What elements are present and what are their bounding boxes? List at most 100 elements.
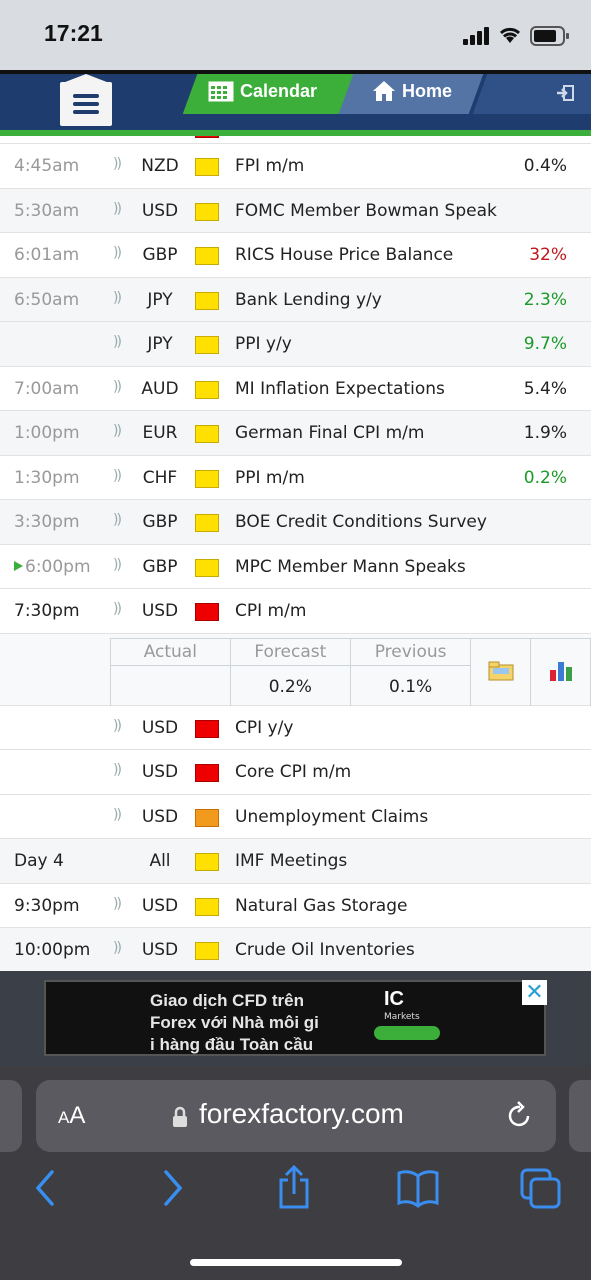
table-row[interactable]: 5:30am)) USD FOMC Member Bowman Speaks — [0, 188, 591, 233]
sound-alert-icon[interactable]: )) — [113, 895, 122, 912]
detail-actual-value — [110, 664, 231, 709]
login-icon[interactable] — [556, 84, 574, 102]
detail-chart-button[interactable] — [530, 637, 591, 709]
impact-icon[interactable] — [195, 469, 219, 488]
table-row[interactable]: 1:30pm)) CHF PPI m/m 0.2% — [0, 455, 591, 500]
table-row[interactable]: 7:30pm)) USD CPI m/m — [0, 589, 591, 634]
event-actual: 9.7% — [523, 334, 567, 354]
event-name[interactable]: Bank Lending y/y — [235, 289, 382, 310]
main-menu-button[interactable] — [60, 74, 112, 126]
sound-alert-icon[interactable]: )) — [113, 556, 122, 573]
sound-alert-icon[interactable]: )) — [113, 467, 122, 484]
event-name[interactable]: BOE Credit Conditions Survey — [235, 512, 487, 532]
event-detail-panel: Actual Forecast Previous — [0, 633, 591, 709]
table-row[interactable]: 4:45am)) NZD FPI m/m 0.4% — [0, 144, 591, 189]
event-time: 1:00pm — [14, 423, 80, 443]
table-row[interactable]: 10:00pm)) USD Crude Oil Inventories — [0, 928, 591, 971]
event-name[interactable]: IMF Meetings — [235, 851, 348, 871]
tab-calendar[interactable]: Calendar — [208, 80, 317, 102]
sound-alert-icon[interactable]: )) — [113, 423, 122, 439]
impact-icon[interactable] — [195, 425, 219, 443]
impact-icon[interactable] — [195, 603, 219, 621]
event-name[interactable]: PPI m/m — [235, 467, 305, 488]
event-actual: 5.4% — [523, 378, 567, 399]
impact-icon[interactable] — [195, 808, 219, 827]
impact-icon[interactable] — [195, 336, 219, 354]
event-currency: USD — [141, 601, 179, 621]
event-name[interactable]: CPI m/m — [235, 601, 307, 621]
sound-alert-icon[interactable]: )) — [113, 334, 122, 350]
table-row[interactable]: )) USD Unemployment Claims — [0, 794, 591, 839]
sound-alert-icon[interactable]: )) — [113, 289, 122, 306]
prev-tab-preview[interactable] — [0, 1080, 22, 1152]
impact-icon[interactable] — [195, 853, 219, 871]
impact-icon[interactable] — [195, 247, 219, 265]
tab-home[interactable]: Home — [372, 80, 452, 102]
sound-alert-icon[interactable]: )) — [113, 156, 122, 172]
sound-alert-icon[interactable]: )) — [113, 601, 122, 617]
event-name[interactable]: RICS House Price Balance — [235, 245, 454, 265]
sound-alert-icon[interactable]: )) — [113, 378, 122, 395]
cellular-signal-icon — [463, 27, 489, 45]
impact-icon[interactable] — [195, 380, 219, 399]
table-row[interactable]: )) JPY PPI y/y 9.7% — [0, 322, 591, 367]
impact-icon[interactable] — [195, 202, 219, 221]
status-time: 17:21 — [44, 20, 103, 46]
next-tab-preview[interactable] — [569, 1080, 591, 1152]
table-row[interactable]: Day 4 All IMF Meetings — [0, 839, 591, 884]
table-row[interactable]: 6:01am)) GBP RICS House Price Balance 32% — [0, 233, 591, 278]
sound-alert-icon[interactable]: )) — [113, 762, 122, 778]
sound-alert-icon[interactable]: )) — [113, 245, 122, 261]
table-row[interactable]: 3:30pm)) GBP BOE Credit Conditions Survey — [0, 500, 591, 545]
event-name[interactable]: Crude Oil Inventories — [235, 940, 415, 960]
bookmarks-icon[interactable] — [396, 1168, 440, 1208]
event-name[interactable]: Unemployment Claims — [235, 806, 429, 827]
impact-icon[interactable] — [195, 897, 219, 916]
table-row[interactable]: )) USD CPI y/y — [0, 705, 591, 750]
tabs-icon[interactable] — [520, 1168, 562, 1210]
event-name[interactable]: FOMC Member Bowman Speaks — [235, 200, 497, 221]
ad-cta-button[interactable] — [374, 1026, 440, 1040]
impact-icon[interactable] — [195, 942, 219, 960]
table-row[interactable]: 1:00pm)) EUR German Final CPI m/m 1.9% — [0, 411, 591, 456]
sound-alert-icon[interactable]: )) — [113, 717, 122, 734]
impact-icon[interactable] — [195, 514, 219, 532]
table-row[interactable]: 6:00pm)) GBP MPC Member Mann Speaks — [0, 544, 591, 589]
share-icon[interactable] — [276, 1164, 312, 1210]
event-name[interactable]: Natural Gas Storage — [235, 895, 408, 916]
event-name[interactable]: German Final CPI m/m — [235, 423, 425, 443]
ad-banner[interactable]: Giao dịch CFD trên Forex với Nhà môi gi … — [44, 980, 546, 1056]
battery-icon — [530, 26, 569, 46]
event-time: 9:30pm — [14, 895, 80, 916]
reader-options-button[interactable]: AA — [58, 1102, 86, 1129]
address-bar[interactable]: AA forexfactory.com — [36, 1080, 556, 1152]
forward-icon[interactable] — [160, 1168, 184, 1208]
impact-icon[interactable] — [195, 291, 219, 310]
table-row[interactable]: )) USD Core CPI m/m — [0, 750, 591, 795]
event-name[interactable]: CPI y/y — [235, 717, 294, 738]
sound-alert-icon[interactable]: )) — [113, 200, 122, 217]
event-name[interactable]: MPC Member Mann Speaks — [235, 556, 466, 577]
sound-alert-icon[interactable]: )) — [113, 806, 122, 823]
ad-area: Giao dịch CFD trên Forex với Nhà môi gi … — [0, 971, 591, 1066]
tab-home-label: Home — [402, 80, 453, 101]
detail-history-button[interactable] — [470, 637, 532, 709]
impact-icon[interactable] — [195, 158, 219, 176]
table-row[interactable]: 9:30pm)) USD Natural Gas Storage — [0, 883, 591, 928]
impact-icon[interactable] — [195, 764, 219, 782]
event-name[interactable]: FPI m/m — [235, 156, 305, 176]
event-name[interactable]: Core CPI m/m — [235, 762, 352, 782]
table-row[interactable]: 6:50am)) JPY Bank Lending y/y 2.3% — [0, 277, 591, 322]
sound-alert-icon[interactable]: )) — [113, 512, 122, 528]
back-icon[interactable] — [34, 1168, 58, 1208]
reload-icon[interactable] — [506, 1100, 534, 1130]
event-time: Day 4 — [14, 851, 64, 871]
impact-icon[interactable] — [195, 719, 219, 738]
ad-close-icon[interactable]: ✕ — [522, 980, 547, 1005]
event-name[interactable]: MI Inflation Expectations — [235, 378, 445, 399]
impact-icon[interactable] — [195, 558, 219, 577]
sound-alert-icon[interactable]: )) — [113, 940, 122, 956]
table-row[interactable]: 7:00am)) AUD MI Inflation Expectations 5.4% — [0, 366, 591, 411]
event-name[interactable]: PPI y/y — [235, 334, 292, 354]
